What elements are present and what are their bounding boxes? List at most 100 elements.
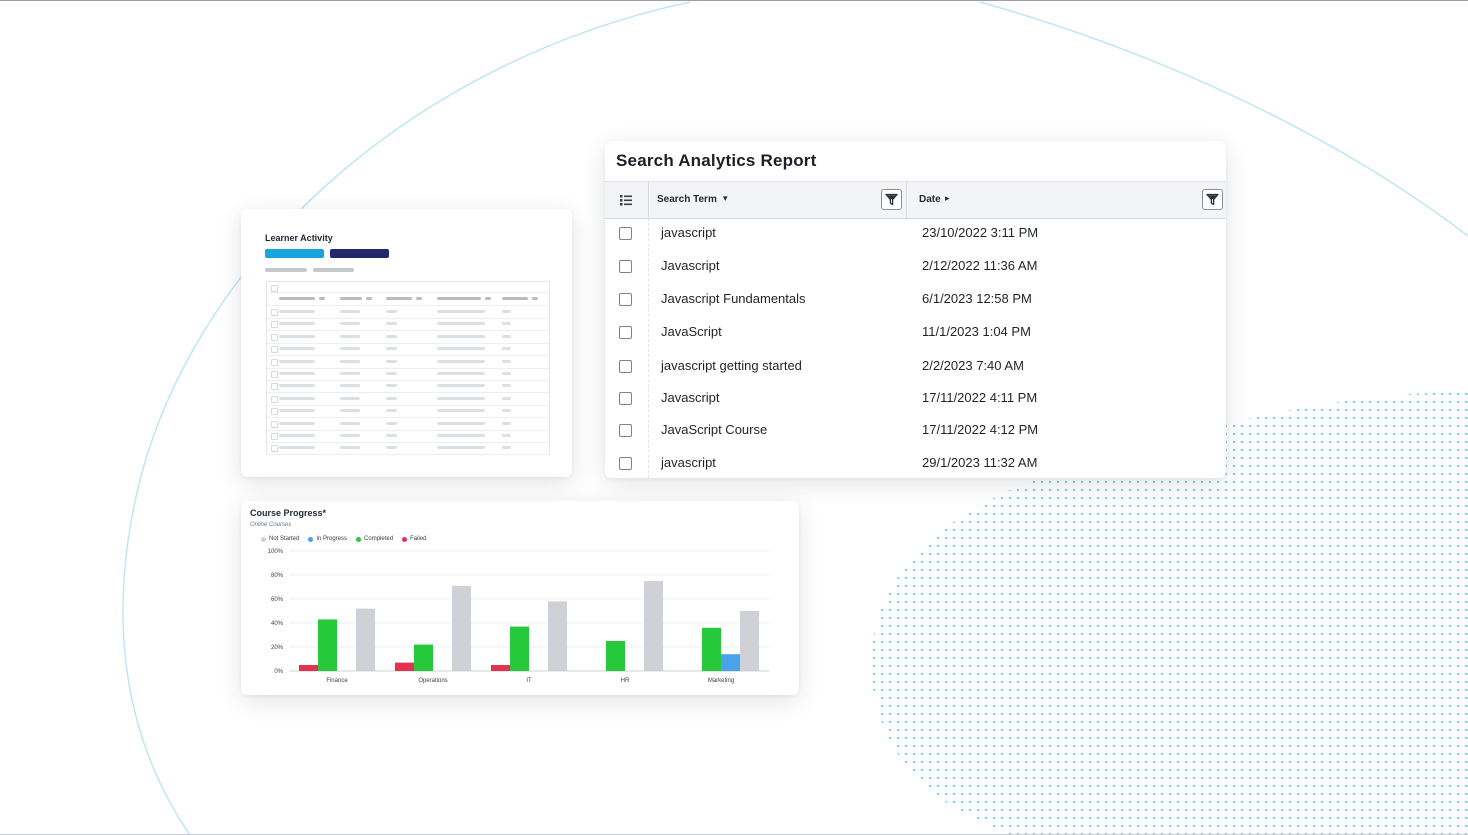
- bar-not-started-it[interactable]: [548, 601, 567, 671]
- row-checkbox[interactable]: [619, 227, 632, 240]
- learner-filter-pill-secondary[interactable]: [330, 249, 389, 258]
- row-checkbox[interactable]: [271, 433, 278, 440]
- bar-completed-finance[interactable]: [318, 619, 337, 671]
- search-analytics-report-card: Search Analytics Report Search Term ▾: [605, 141, 1226, 478]
- bar-completed-operations[interactable]: [414, 644, 433, 671]
- table-row[interactable]: [267, 343, 549, 357]
- bar-completed-marketing[interactable]: [702, 627, 721, 671]
- bar-not-started-hr[interactable]: [644, 581, 663, 671]
- placeholder-cell: [437, 409, 485, 413]
- search-term-filter-button[interactable]: [881, 189, 902, 210]
- legend-swatch: [356, 536, 362, 542]
- sort-icon: [416, 297, 422, 300]
- table-row[interactable]: Javascript Fundamentals 6/1/2023 12:58 PM: [605, 284, 1226, 317]
- row-checkbox[interactable]: [619, 293, 632, 306]
- legend-item[interactable]: Completed: [356, 536, 393, 542]
- placeholder-cell: [279, 446, 315, 450]
- row-checkbox[interactable]: [619, 424, 632, 437]
- table-row[interactable]: [267, 331, 549, 344]
- row-checkbox[interactable]: [619, 260, 632, 273]
- row-checkbox[interactable]: [271, 420, 278, 428]
- bar-not-started-finance[interactable]: [356, 608, 375, 671]
- placeholder-cell: [437, 434, 485, 437]
- bar-failed-operations[interactable]: [395, 662, 414, 671]
- row-checkbox[interactable]: [271, 321, 278, 329]
- placeholder-cell: [340, 372, 360, 375]
- placeholder-cell: [437, 384, 485, 388]
- search-term-column-header[interactable]: Search Term ▾: [657, 182, 877, 218]
- date-filter-button[interactable]: [1202, 189, 1223, 210]
- table-row[interactable]: [267, 356, 549, 369]
- row-checkbox[interactable]: [271, 346, 278, 354]
- row-checkbox[interactable]: [271, 358, 278, 366]
- table-row[interactable]: Javascript 17/11/2022 4:11 PM: [605, 383, 1226, 416]
- date-cell: 17/11/2022 4:12 PM: [922, 422, 1039, 437]
- bar-completed-it[interactable]: [510, 626, 529, 671]
- placeholder-cell: [386, 359, 397, 363]
- table-row[interactable]: Javascript 2/12/2022 11:36 AM: [605, 251, 1226, 284]
- sort-icon: [319, 297, 325, 300]
- placeholder-cell: [502, 372, 511, 375]
- row-checkbox[interactable]: [271, 333, 278, 341]
- legend-label: In Progress: [316, 536, 348, 542]
- row-checkbox[interactable]: [271, 408, 278, 416]
- list-icon: [620, 195, 632, 206]
- table-row[interactable]: [267, 306, 549, 319]
- table-row[interactable]: javascript 23/10/2022 3:11 PM: [605, 218, 1226, 251]
- row-checkbox[interactable]: [271, 383, 278, 391]
- search-term-cell: javascript: [661, 225, 716, 240]
- placeholder-cell: [279, 372, 315, 375]
- learner-filter-pill-primary[interactable]: [265, 249, 324, 258]
- date-column-header[interactable]: Date ▸: [919, 182, 1119, 218]
- bar-completed-hr[interactable]: [606, 641, 625, 671]
- checkbox-column-divider: [648, 218, 649, 478]
- placeholder-cell: [502, 384, 511, 388]
- row-checkbox[interactable]: [271, 309, 278, 316]
- row-checkbox[interactable]: [619, 457, 632, 470]
- column-chooser-button[interactable]: [619, 193, 633, 207]
- table-row[interactable]: [267, 442, 549, 456]
- row-checkbox[interactable]: [619, 326, 632, 339]
- table-row[interactable]: [267, 418, 549, 431]
- table-row[interactable]: javascript getting started 2/2/2023 7:40 …: [605, 351, 1226, 384]
- filter-funnel-icon: [885, 193, 898, 206]
- date-cell: 11/1/2023 1:04 PM: [922, 324, 1031, 339]
- table-row[interactable]: javascript 29/1/2023 11:32 AM: [605, 448, 1226, 478]
- table-row[interactable]: [267, 380, 549, 394]
- sort-indicator-icon: ▸: [945, 193, 950, 203]
- row-checkbox[interactable]: [271, 395, 278, 403]
- row-checkbox[interactable]: [619, 392, 632, 405]
- bar-not-started-marketing[interactable]: [740, 611, 759, 671]
- table-row[interactable]: [267, 368, 549, 381]
- bar-not-started-operations[interactable]: [452, 585, 471, 671]
- placeholder-cell: [437, 359, 485, 363]
- course-progress-card: 0% 20% 40% 60% 80% 100% Finance Operations IT HR M…: [241, 501, 799, 695]
- table-row[interactable]: [267, 430, 549, 443]
- bar-failed-finance[interactable]: [299, 665, 318, 671]
- table-row[interactable]: [267, 405, 549, 419]
- sort-icon: [366, 297, 372, 300]
- row-checkbox[interactable]: [271, 285, 278, 292]
- row-checkbox[interactable]: [271, 371, 278, 378]
- table-row[interactable]: [267, 393, 549, 406]
- course-progress-chart: 0% 20% 40% 60% 80% 100% Finance Operations IT HR M…: [268, 549, 769, 684]
- row-checkbox[interactable]: [271, 445, 278, 453]
- placeholder-cell: [502, 409, 511, 413]
- bar-failed-it[interactable]: [491, 665, 510, 671]
- legend-item[interactable]: Failed: [402, 536, 426, 542]
- legend-item[interactable]: In Progress: [308, 536, 347, 542]
- placeholder-cell: [502, 359, 511, 363]
- placeholder-cell: [279, 359, 315, 363]
- table-row[interactable]: [267, 318, 549, 332]
- table-row[interactable]: JavaScript Course 17/11/2022 4:12 PM: [605, 415, 1226, 448]
- table-row[interactable]: JavaScript 11/1/2023 1:04 PM: [605, 317, 1226, 350]
- legend-item[interactable]: Not Started: [261, 536, 299, 542]
- placeholder-cell: [340, 359, 360, 363]
- learner-activity-table: [266, 281, 550, 456]
- row-checkbox[interactable]: [619, 360, 632, 373]
- bar-in-progress-marketing[interactable]: [721, 654, 740, 671]
- placeholder-cell: [340, 446, 360, 450]
- placeholder-cell: [386, 409, 397, 413]
- placeholder-cell: [386, 434, 397, 437]
- x-tick-label: Marketing: [708, 678, 734, 684]
